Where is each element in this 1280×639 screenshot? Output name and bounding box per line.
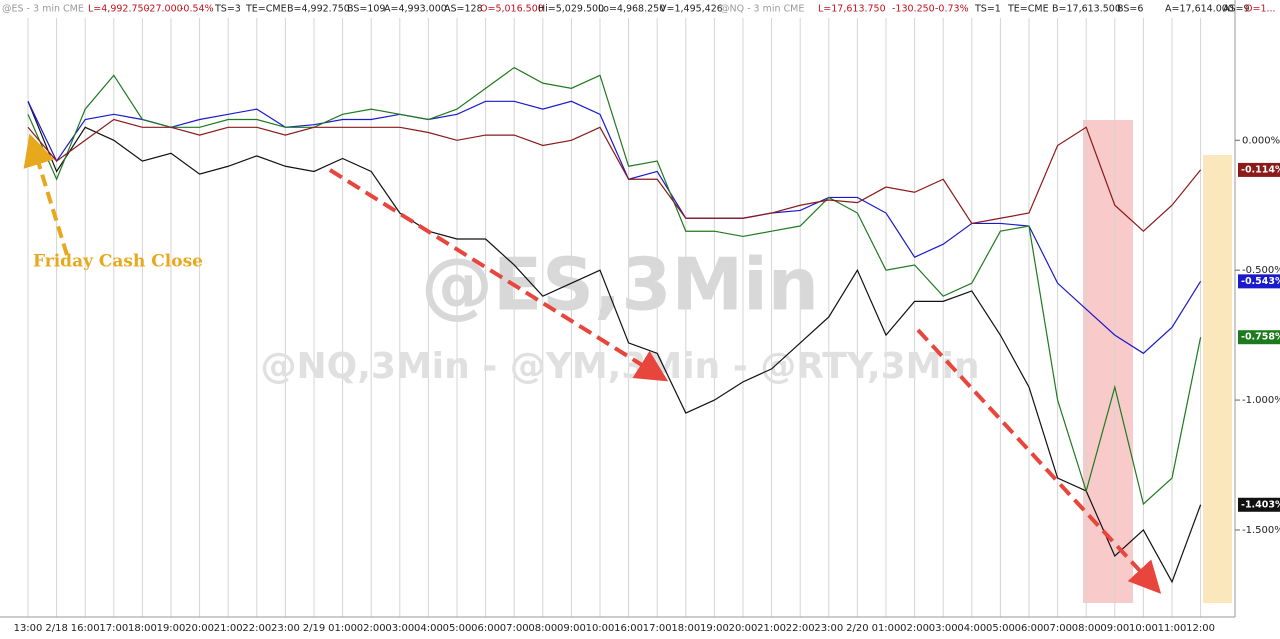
header-field: AS=9 xyxy=(1223,4,1250,15)
x-tick-label: 09:00 xyxy=(557,623,586,634)
x-tick-label: 07:00 xyxy=(1043,623,1072,634)
x-tick-label: 19:00 xyxy=(157,623,186,634)
value-label: -1.403% xyxy=(1241,499,1280,510)
x-tick-label: 22:00 xyxy=(242,623,271,634)
x-tick-label: 17:00 xyxy=(99,623,128,634)
header-field: Lo=4,968.250 xyxy=(598,4,665,15)
header-field: L=17,613.750 xyxy=(818,4,886,15)
y-tick-label: 0.000% xyxy=(1242,135,1280,146)
x-tick-label: 16:00 xyxy=(71,623,100,634)
x-tick-label: 21:00 xyxy=(757,623,786,634)
x-tick-label: 16:00 xyxy=(614,623,643,634)
annotation: Friday Cash Close xyxy=(33,252,203,272)
x-tick-label: 23:00 xyxy=(814,623,843,634)
header-field: -130.250 xyxy=(892,4,935,15)
header-field: TE=CME xyxy=(1007,4,1049,15)
header-field: V=1,495,426 xyxy=(660,4,723,15)
y-tick-label: -1.500% xyxy=(1242,525,1280,536)
x-tick-label: 17:00 xyxy=(643,623,672,634)
header-field: Hi=5,029.500 xyxy=(538,4,604,15)
x-tick-label: 06:00 xyxy=(471,623,500,634)
x-tick-label: 03:00 xyxy=(929,623,958,634)
x-tick-label: 05:00 xyxy=(443,623,472,634)
series-line xyxy=(27,100,1202,355)
x-tick-label: 20:00 xyxy=(185,623,214,634)
header: @ES - 3 min CME L=4,992.750-27.000-0.54% T… xyxy=(2,4,1276,15)
x-tick-label: 03:00 xyxy=(385,623,414,634)
x-tick-label: 2/20 xyxy=(846,623,868,634)
x-tick-label: 05:00 xyxy=(986,623,1015,634)
x-tick-label: 09:00 xyxy=(1100,623,1129,634)
x-tick-label: 2/19 xyxy=(303,623,325,634)
highlight-band xyxy=(1203,155,1232,603)
header-field: BS=6 xyxy=(1117,4,1143,15)
header-field: B=17,613.500 xyxy=(1052,4,1121,15)
x-tick-label: 07:00 xyxy=(500,623,529,634)
x-tick-label: 13:00 xyxy=(14,623,43,634)
header-field: O=5,016.500 xyxy=(480,4,544,15)
value-label-box xyxy=(1238,274,1280,289)
value-label-box xyxy=(1238,330,1280,345)
callout-arrow xyxy=(23,133,69,256)
header-field: -27.000 xyxy=(146,4,183,15)
value-label-box xyxy=(1238,497,1280,512)
x-tick-label: 18:00 xyxy=(128,623,157,634)
trend-arrow xyxy=(328,168,669,382)
x-tick-label: 01:00 xyxy=(328,623,357,634)
plot-background xyxy=(1083,120,1232,603)
grid xyxy=(27,18,1202,617)
header-field: A=4,993.000 xyxy=(384,4,447,15)
lines xyxy=(27,66,1202,584)
y-tick-label: -1.000% xyxy=(1242,395,1280,406)
value-label: -0.114% xyxy=(1241,164,1280,175)
x-tick-label: 01:00 xyxy=(872,623,901,634)
x-tick-label: 02:00 xyxy=(357,623,386,634)
header-field: -0.54% xyxy=(180,4,214,15)
header-field: @ES - 3 min CME xyxy=(2,4,84,15)
value-label-box xyxy=(1238,162,1280,177)
x-tick-label: 02:00 xyxy=(900,623,929,634)
x-tick-label: 12:00 xyxy=(1186,623,1215,634)
x-tick-label: 21:00 xyxy=(214,623,243,634)
x-tick-label: 08:00 xyxy=(1072,623,1101,634)
x-tick-label: 2/18 xyxy=(45,623,67,634)
header-field: AS=128 xyxy=(444,4,483,15)
x-tick-label: 20:00 xyxy=(729,623,758,634)
value-label: -0.758% xyxy=(1241,332,1280,343)
y-tick-label: -0.500% xyxy=(1242,265,1280,276)
series-line xyxy=(27,66,1202,506)
header-field: O=1... xyxy=(1245,4,1276,15)
header-field: -0.73% xyxy=(935,4,969,15)
x-tick-label: 04:00 xyxy=(414,623,443,634)
x-tick-label: 18:00 xyxy=(671,623,700,634)
header-field: TS=3 xyxy=(214,4,241,15)
x-tick-label: 08:00 xyxy=(528,623,557,634)
header-field: @NQ - 3 min CME xyxy=(720,4,804,15)
series-line xyxy=(27,101,1202,584)
x-tick-label: 19:00 xyxy=(700,623,729,634)
x-tick-label: 11:00 xyxy=(1158,623,1187,634)
watermark: @ES,3Min xyxy=(421,243,819,327)
x-tick-label: 22:00 xyxy=(786,623,815,634)
header-field: TS=1 xyxy=(974,4,1001,15)
highlight-band xyxy=(1083,120,1133,603)
value-label: -0.543% xyxy=(1241,276,1280,287)
x-tick-label: 23:00 xyxy=(271,623,300,634)
series-line xyxy=(27,118,1202,233)
x-tick-label: 10:00 xyxy=(1129,623,1158,634)
header-field: A=17,614.000 xyxy=(1165,4,1234,15)
x-tick-label: 06:00 xyxy=(1015,623,1044,634)
x-tick-label: 10:00 xyxy=(586,623,615,634)
header-field: BS=109 xyxy=(347,4,385,15)
header-field: L=4,992.750 xyxy=(88,4,150,15)
header-field: B=4,992.750 xyxy=(287,4,350,15)
trend-arrow xyxy=(916,328,1162,594)
header-field: TE=CME xyxy=(245,4,287,15)
x-tick-label: 04:00 xyxy=(957,623,986,634)
